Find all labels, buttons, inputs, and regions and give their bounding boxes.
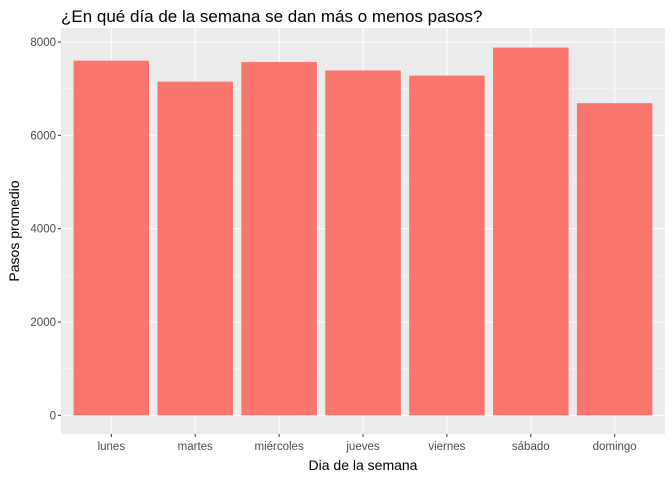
y-tick-label: 6000 — [30, 130, 56, 142]
x-tick-label: sábado — [512, 441, 550, 453]
y-axis: 0 2000 4000 6000 8000 — [30, 37, 61, 422]
x-tick-label: viernes — [428, 441, 465, 453]
bar-domingo — [576, 103, 653, 416]
bar-sábado — [493, 47, 569, 416]
x-tick-label: miércoles — [255, 441, 304, 453]
x-tick-label: jueves — [345, 441, 379, 453]
y-tick-label: 8000 — [30, 37, 56, 49]
bar-miércoles — [241, 62, 317, 416]
y-tick-label: 2000 — [30, 317, 56, 329]
chart-title: ¿En qué día de la semana se dan más o me… — [61, 7, 482, 26]
y-axis-title: Pasos promedio — [6, 180, 22, 281]
x-tick-label: lunes — [98, 441, 126, 453]
y-tick-label: 0 — [50, 410, 56, 422]
bar-viernes — [409, 75, 485, 416]
x-axis: lunes martes miércoles jueves viernes sábado d… — [98, 434, 637, 453]
bar-lunes — [73, 60, 150, 416]
x-tick-label: martes — [178, 441, 213, 453]
bar-jueves — [325, 70, 401, 416]
bars-group — [73, 47, 653, 416]
x-tick-label: domingo — [593, 441, 637, 453]
bar-martes — [157, 81, 233, 416]
y-tick-label: 4000 — [30, 224, 56, 236]
x-axis-title: Dia de la semana — [309, 457, 418, 473]
